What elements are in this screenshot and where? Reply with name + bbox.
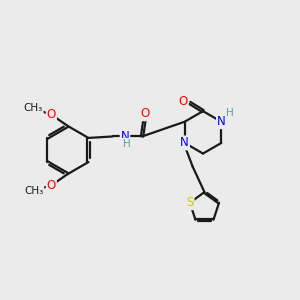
Text: N: N — [217, 115, 226, 128]
Text: CH₃: CH₃ — [23, 103, 43, 113]
Text: O: O — [140, 107, 150, 120]
Text: CH₃: CH₃ — [24, 186, 43, 196]
Text: N: N — [180, 136, 189, 149]
Text: O: O — [47, 179, 56, 192]
Text: O: O — [178, 95, 188, 108]
Text: H: H — [123, 139, 130, 149]
Text: S: S — [186, 196, 194, 209]
Text: N: N — [121, 130, 129, 143]
Text: H: H — [226, 109, 233, 118]
Text: O: O — [47, 108, 56, 121]
